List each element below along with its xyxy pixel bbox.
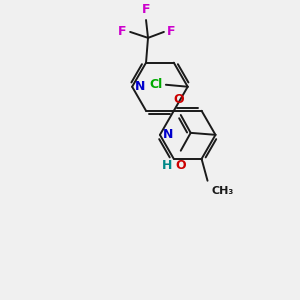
Text: F: F xyxy=(142,3,150,16)
Text: O: O xyxy=(176,159,186,172)
Text: N: N xyxy=(163,128,173,141)
Text: H: H xyxy=(162,159,172,172)
Text: F: F xyxy=(118,26,126,38)
Text: CH₃: CH₃ xyxy=(212,186,234,196)
Text: N: N xyxy=(135,80,146,93)
Text: O: O xyxy=(173,93,184,106)
Text: F: F xyxy=(167,26,176,38)
Text: Cl: Cl xyxy=(150,78,163,91)
